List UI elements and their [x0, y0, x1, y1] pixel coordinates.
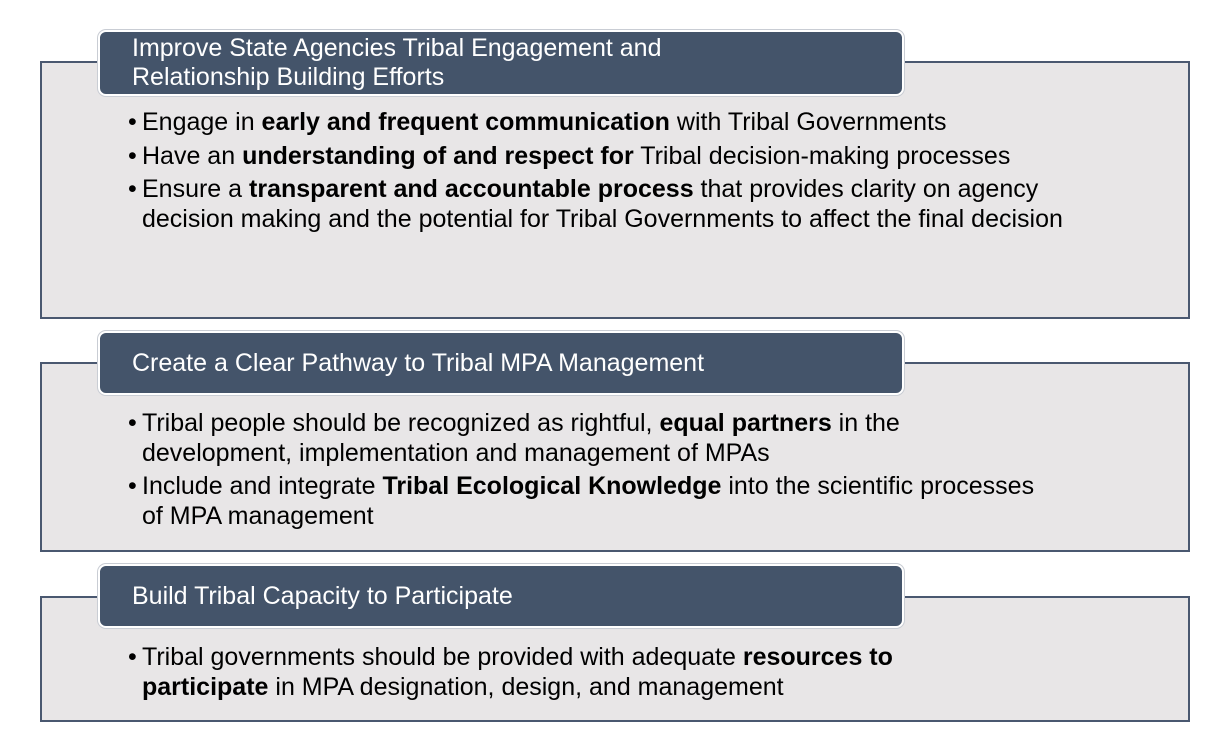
section-title-line: Relationship Building Efforts [132, 63, 445, 91]
bullet-icon: • [128, 175, 137, 203]
item-text: in MPA designation, design, and manageme… [268, 672, 784, 701]
bullet-item: • Have an understanding of and respect fo… [128, 142, 1022, 172]
item-text: Tribal governments should be provided wi… [142, 643, 743, 671]
section-header: Build Tribal Capacity to Participate [98, 564, 904, 628]
item-emphasis: early and frequent communication [261, 108, 670, 136]
item-text: with Tribal Governments [669, 108, 947, 136]
section-header: Create a Clear Pathway to Tribal MPA Man… [98, 331, 904, 395]
item-text: Engage in [142, 108, 262, 136]
item-emphasis: Tribal Ecological Knowledge [382, 472, 722, 500]
bullet-item: • Engage in early and frequent communicat… [128, 108, 1088, 138]
item-text: that provides clarity on agency decision… [142, 175, 1063, 233]
bullet-icon: • [128, 108, 137, 136]
bullet-list: • Tribal people should be recognized as r… [128, 409, 1088, 535]
item-emphasis: transparent and accountable process [249, 175, 694, 203]
bullet-list: • Engage in early and frequent communicat… [128, 108, 1088, 238]
bullet-list: • Tribal governments should be provided w… [128, 643, 1088, 706]
item-text: Have an [142, 141, 243, 170]
bullet-icon: • [128, 141, 137, 170]
item-emphasis: equal partners [659, 409, 832, 437]
section-title: Create a Clear Pathway to Tribal MPA Man… [132, 348, 705, 377]
bullet-icon: • [128, 643, 137, 671]
item-text: in the development, implementation and m… [142, 409, 900, 467]
bullet-item: • Ensure a transparent and accountable pr… [128, 175, 1088, 234]
bullet-item: • Include and integrate Tribal Ecological… [128, 472, 1052, 531]
bullet-item: • Tribal governments should be provided w… [128, 643, 1022, 702]
item-text: Include and integrate [142, 472, 383, 500]
item-text: Ensure a [142, 175, 250, 203]
section-header: Improve State Agencies Tribal Engagement… [98, 30, 904, 96]
item-emphasis: understanding of and respect for [242, 141, 634, 170]
bullet-icon: • [128, 472, 137, 500]
item-text: Tribal decision-making processes [633, 141, 1011, 170]
section-title: Improve State Agencies Tribal Engagement… [132, 34, 662, 92]
section-title: Build Tribal Capacity to Participate [132, 581, 513, 610]
bullet-item: • Tribal people should be recognized as r… [128, 409, 1032, 468]
section-title-line: Improve State Agencies Tribal Engagement… [132, 34, 662, 62]
section-panel [40, 61, 1190, 319]
bullet-icon: • [128, 409, 137, 437]
item-emphasis: resources to participate [142, 643, 893, 701]
item-text: Tribal people should be recognized as ri… [142, 409, 660, 437]
item-text: into the scientific processes of MPA man… [142, 472, 1035, 530]
